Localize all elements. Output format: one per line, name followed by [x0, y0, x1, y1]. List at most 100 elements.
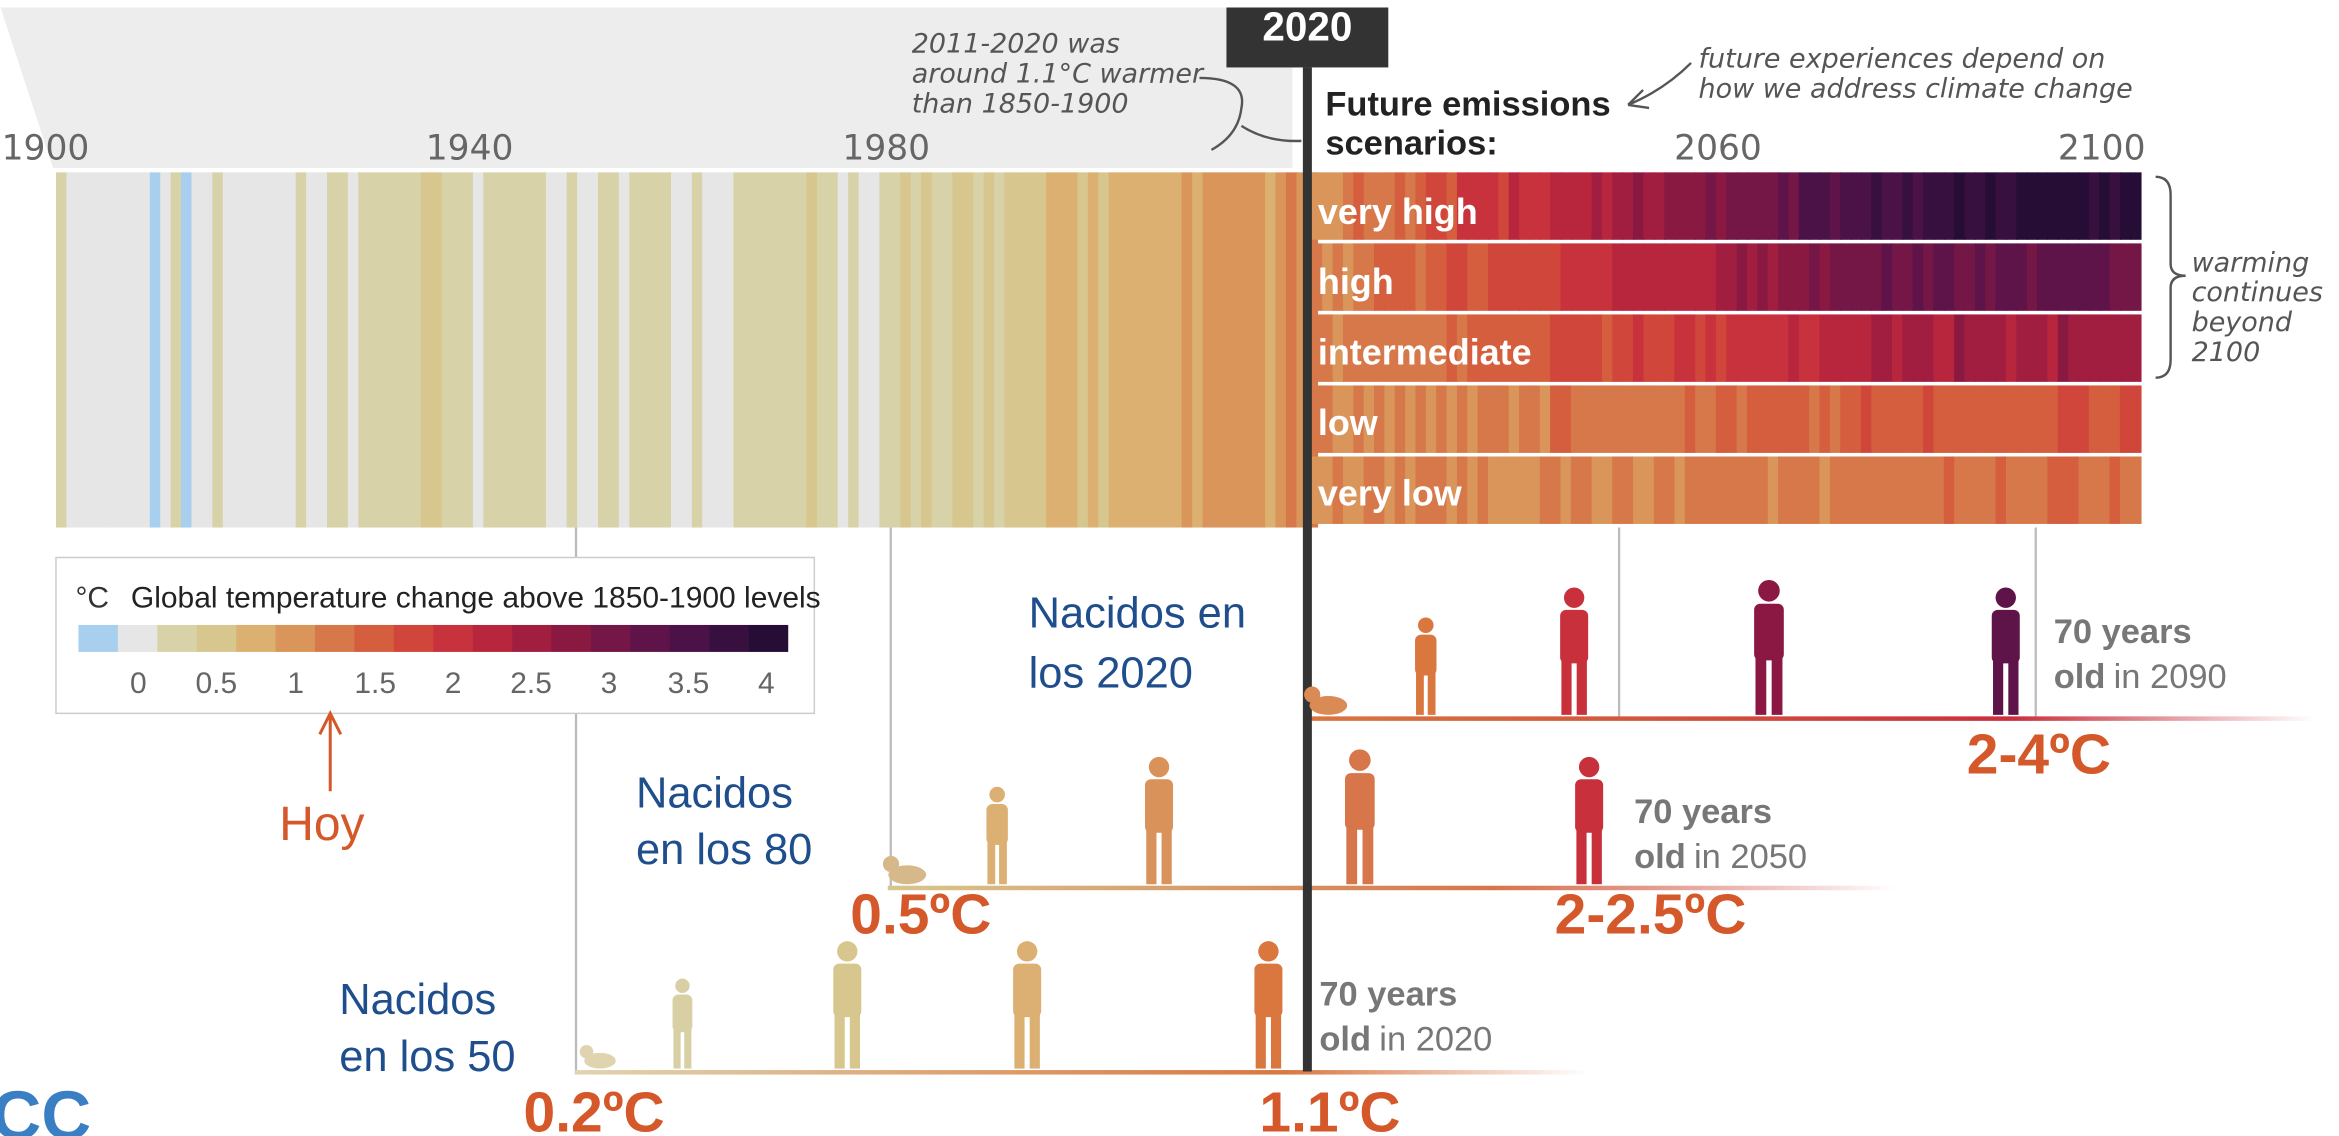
leg: [999, 840, 1007, 885]
stripe: [1550, 385, 1562, 453]
stripe: [1871, 243, 1883, 311]
leg: [1755, 654, 1767, 715]
stripe: [1829, 385, 1842, 453]
stripe: [1943, 456, 1956, 524]
person: [1344, 749, 1375, 885]
stripe: [316, 172, 328, 528]
stripe: [1405, 172, 1417, 240]
stripe: [1860, 385, 1873, 453]
stripe: [1581, 385, 1593, 453]
head: [579, 1044, 594, 1059]
stripe: [2047, 385, 2059, 453]
scenario-label: very high: [1318, 191, 1478, 232]
leg: [1346, 823, 1358, 885]
person: [882, 855, 927, 885]
stripe: [1985, 314, 1997, 382]
torso: [1991, 609, 2020, 664]
stripe: [1633, 314, 1645, 382]
person: [672, 978, 693, 1069]
stripe: [1353, 314, 1365, 382]
past-banner: [0, 7, 1293, 168]
person: [833, 941, 862, 1069]
stripe: [1715, 314, 1728, 382]
stripe: [2130, 456, 2142, 524]
stripe: [2099, 172, 2111, 240]
stripe: [1684, 314, 1697, 382]
age-note: old: [1634, 838, 1686, 876]
stripe: [181, 172, 193, 528]
stripe: [462, 172, 474, 528]
stripe: [1860, 314, 1873, 382]
stripe: [1684, 243, 1697, 311]
stripe: [1415, 456, 1427, 524]
stripe: [1487, 314, 1500, 382]
stripe: [1129, 172, 1141, 528]
stripe: [431, 172, 443, 528]
stripe: [1674, 385, 1686, 453]
stripe: [1798, 456, 1811, 524]
bracket: [2155, 175, 2186, 379]
stripe: [1788, 385, 1800, 453]
person: [986, 786, 1008, 885]
legend-tick: 1.5: [354, 667, 396, 700]
stripe: [1322, 314, 1334, 382]
head: [675, 978, 690, 994]
stripe: [1108, 172, 1121, 528]
stripe: [1767, 172, 1779, 240]
stripe: [1726, 456, 1738, 524]
stripe: [1995, 385, 2007, 453]
stripe: [650, 172, 662, 528]
stripe: [1581, 314, 1593, 382]
stripe: [1244, 172, 1256, 528]
stripe: [1850, 314, 1862, 382]
stripe: [545, 172, 558, 528]
stripe: [1757, 385, 1769, 453]
stripe: [1446, 385, 1458, 453]
stripe: [1788, 172, 1800, 240]
stripe: [1933, 172, 1945, 240]
stripe: [1923, 172, 1935, 240]
stripe: [1923, 456, 1935, 524]
stripe: [2078, 456, 2090, 524]
stripe: [1374, 385, 1386, 453]
stripe: [1254, 172, 1266, 528]
stripe: [1881, 172, 1893, 240]
stripe: [1467, 456, 1479, 524]
stripe: [1363, 314, 1375, 382]
stripe: [2099, 243, 2111, 311]
stripe: [347, 172, 360, 528]
stripe: [1653, 314, 1666, 382]
stripe: [1456, 172, 1469, 240]
stripe: [1550, 314, 1562, 382]
stripe: [2078, 314, 2090, 382]
stripe: [1446, 172, 1458, 240]
stripe: [2088, 314, 2101, 382]
stripe: [1933, 243, 1945, 311]
legend-title: Global temperature change above 1850-190…: [131, 581, 821, 614]
body: [1309, 695, 1348, 715]
stripe: [1467, 243, 1479, 311]
logo: CC: [0, 1077, 91, 1136]
stripe: [1819, 456, 1831, 524]
stripe: [1519, 243, 1531, 311]
stripe: [1964, 456, 1976, 524]
stripe: [1436, 456, 1448, 524]
stripe: [1353, 243, 1365, 311]
stripe: [1529, 314, 1541, 382]
stripe: [504, 172, 516, 528]
stripe: [1570, 456, 1583, 524]
stripe: [597, 172, 610, 528]
stripe: [2057, 314, 2070, 382]
torso: [1754, 603, 1784, 661]
stripe: [1519, 314, 1531, 382]
stripe: [1912, 314, 1924, 382]
stripe: [1736, 172, 1748, 240]
stripe: [1715, 385, 1728, 453]
scenario-label: very low: [1318, 473, 1463, 514]
stripe: [2026, 456, 2038, 524]
stripe: [2057, 243, 2070, 311]
stripe: [1342, 243, 1355, 311]
stripe: [1809, 456, 1821, 524]
stripe: [2078, 172, 2090, 240]
